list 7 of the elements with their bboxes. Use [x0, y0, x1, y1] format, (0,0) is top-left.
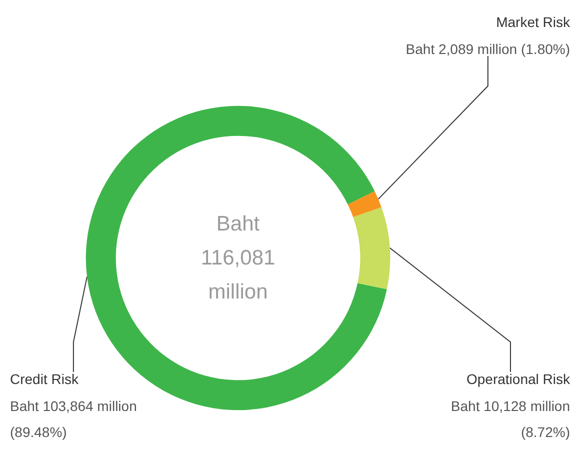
slice-label: Credit Risk: [10, 371, 80, 387]
data-label: Baht 2,089 million (1.80%): [406, 41, 570, 57]
slice-label: Market Risk: [496, 14, 571, 30]
slice-label: Operational Risk: [466, 371, 571, 387]
data-label: Baht 10,128 million (8.72%): [450, 398, 570, 440]
data-label: Baht 103,864 million (89.48%): [10, 398, 137, 440]
text: Baht 116,081 million: [200, 212, 276, 304]
